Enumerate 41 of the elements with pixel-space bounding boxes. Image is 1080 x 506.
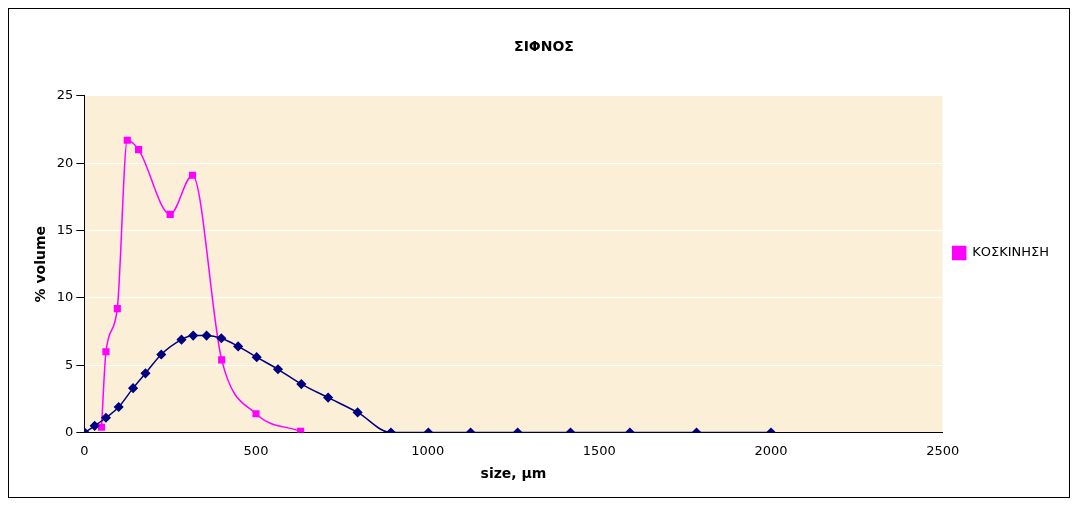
point <box>273 364 283 375</box>
point <box>233 341 243 352</box>
point <box>97 423 106 431</box>
y-axis-title: % volume <box>32 225 49 303</box>
point <box>102 348 110 356</box>
point <box>140 368 151 379</box>
y-tick-label: 10 <box>56 289 74 305</box>
point <box>201 330 212 341</box>
x-axis-title: size, μm <box>480 465 547 482</box>
x-tick-label: 2500 <box>926 442 960 458</box>
point <box>218 356 226 364</box>
point <box>188 330 198 341</box>
legend-label: ΚΟΣΚΙΝΗΣΗ <box>972 244 1050 260</box>
chart-title: ΣΙΦΝΟΣ <box>514 38 574 55</box>
y-tick-label: 5 <box>65 356 74 372</box>
point <box>176 334 187 345</box>
point <box>156 349 166 360</box>
x-tick-label: 500 <box>243 442 269 458</box>
y-tick-label: 20 <box>56 154 74 170</box>
y-tick-label: 25 <box>56 87 74 103</box>
point <box>135 146 143 154</box>
x-tick-label: 2000 <box>754 442 788 458</box>
point <box>166 210 174 218</box>
point <box>323 392 333 403</box>
point <box>101 413 111 423</box>
y-tick-label: 0 <box>65 423 74 439</box>
point <box>123 136 131 144</box>
point <box>296 379 307 389</box>
point <box>128 383 138 393</box>
point <box>352 407 363 418</box>
point <box>252 410 260 418</box>
x-tick-label: 1500 <box>582 442 616 458</box>
point <box>216 333 227 344</box>
point <box>113 305 121 313</box>
y-tick-label: 15 <box>56 221 74 237</box>
point <box>89 421 100 431</box>
point <box>113 402 124 412</box>
point <box>188 171 197 179</box>
point <box>251 352 262 362</box>
x-tick-label: 0 <box>80 442 89 458</box>
x-tick-label: 1000 <box>411 442 445 458</box>
